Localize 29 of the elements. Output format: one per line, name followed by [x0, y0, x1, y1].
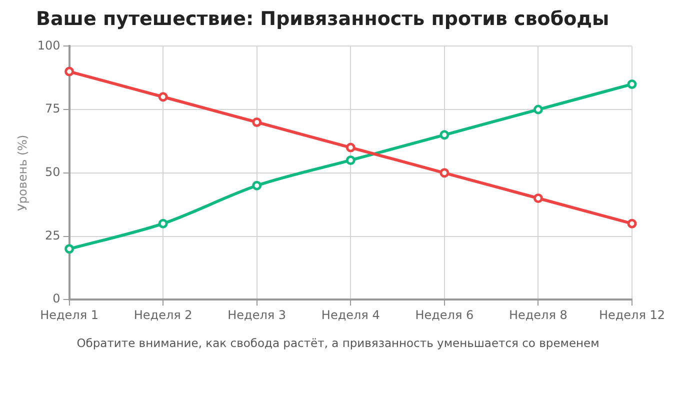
point	[346, 155, 356, 165]
y-tick-label: 50	[45, 165, 60, 180]
y-tick-label: 75	[45, 102, 60, 116]
point	[533, 104, 543, 114]
point	[158, 218, 168, 228]
x-tick-label: Неделя 12	[598, 308, 665, 322]
x-tick-label: Неделя 4	[321, 308, 380, 322]
point	[64, 66, 74, 76]
y-tick-label: 25	[45, 228, 60, 242]
point	[440, 130, 450, 140]
y-tick-label: 0	[52, 292, 60, 306]
point	[440, 168, 450, 178]
point	[627, 218, 637, 228]
x-tick-label: Неделя 8	[508, 308, 568, 322]
point	[346, 142, 356, 152]
text: Обратите внимание, как свобода растёт, а привязанность уменьшается со временем	[76, 336, 600, 350]
point	[252, 180, 262, 190]
point	[533, 193, 543, 203]
point	[627, 79, 637, 89]
point	[252, 117, 262, 127]
chart-title: Ваше путешествие: Привязанность против свободы	[35, 8, 610, 30]
y-tick-label: 100	[37, 38, 60, 52]
y-axis-title: Уровень (%)	[15, 134, 30, 212]
point	[158, 92, 168, 102]
point	[64, 244, 74, 254]
x-tick-label: Неделя 3	[228, 308, 286, 322]
x-tick-label: Неделя 1	[40, 308, 99, 322]
x-tick-label: Неделя 6	[415, 308, 474, 322]
x-tick-label: Неделя 2	[134, 308, 192, 322]
